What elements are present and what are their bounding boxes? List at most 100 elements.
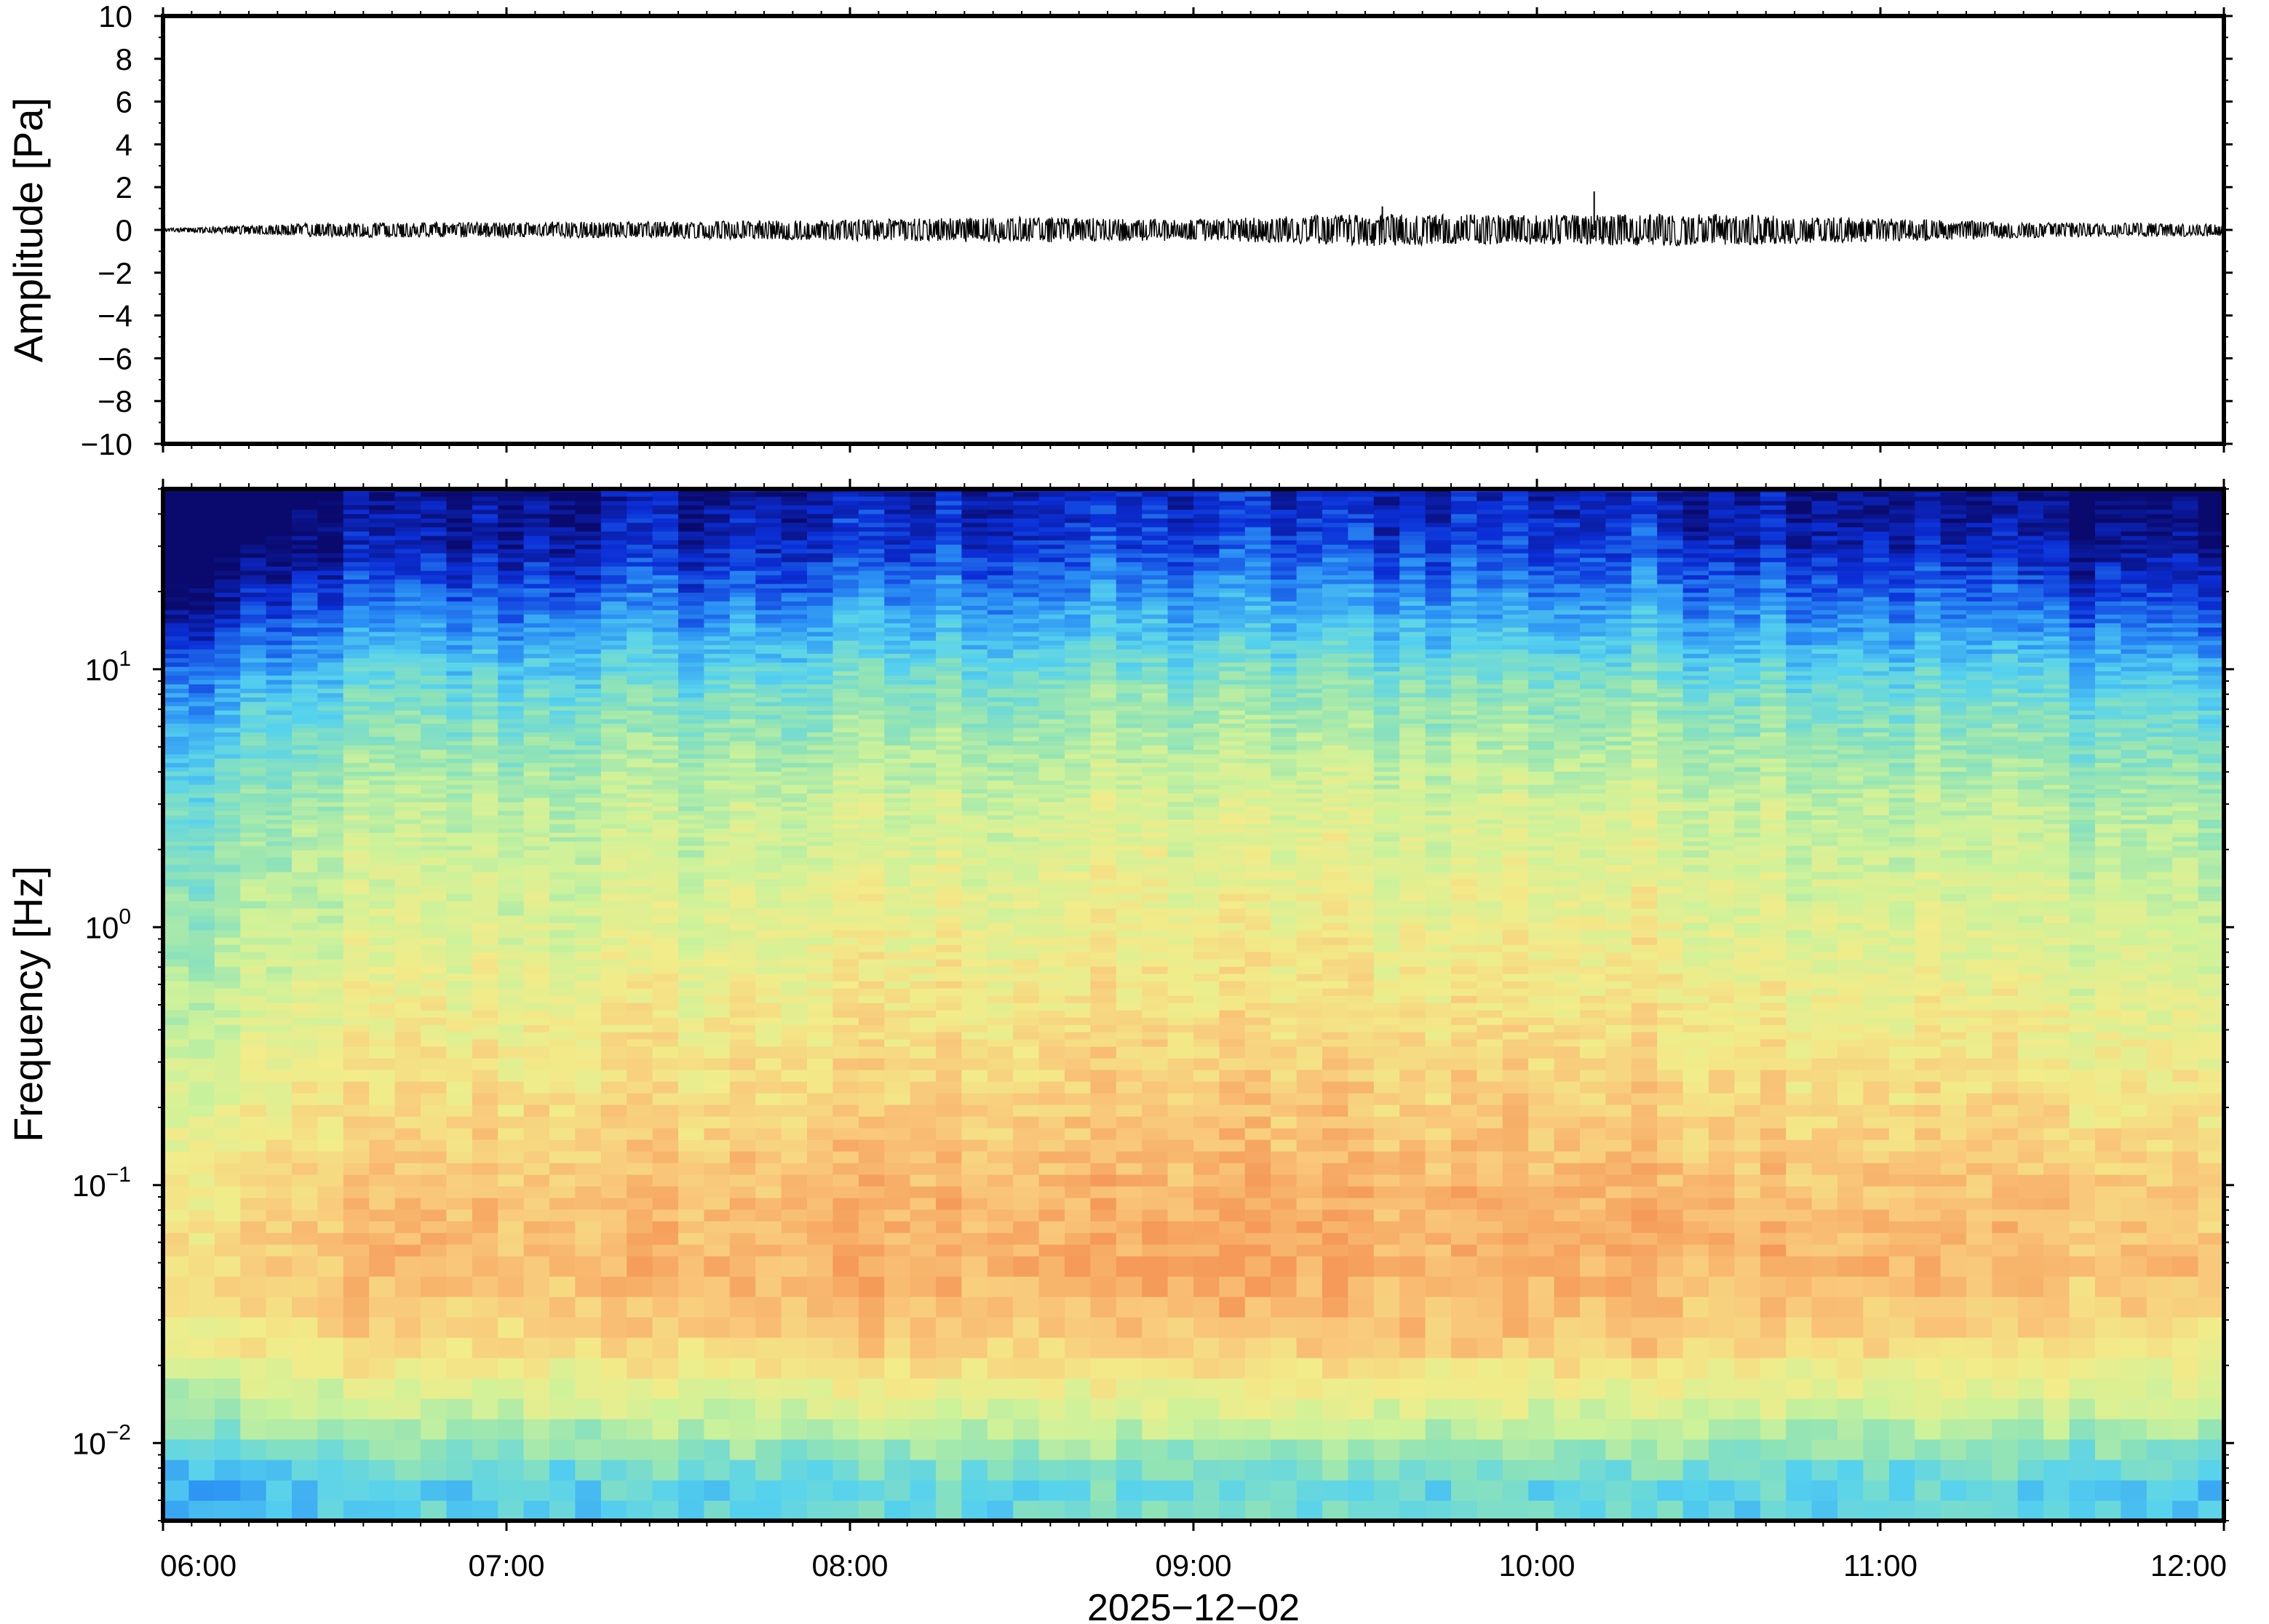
heatmap-cell	[704, 959, 731, 967]
heatmap-cell	[807, 1151, 833, 1163]
heatmap-cell	[704, 666, 731, 672]
heatmap-cell	[523, 784, 550, 789]
heatmap-cell	[317, 767, 344, 772]
heatmap-cell	[214, 1093, 241, 1105]
heatmap-cell	[729, 1039, 756, 1047]
heatmap-cell	[652, 995, 679, 1003]
heatmap-cell	[343, 893, 370, 901]
heatmap-cell	[523, 688, 550, 693]
heatmap-cell	[987, 505, 1014, 510]
heatmap-cell	[627, 1070, 653, 1082]
heatmap-cell	[600, 505, 627, 510]
heatmap-cell	[163, 1010, 189, 1018]
heatmap-cell	[729, 575, 756, 580]
heatmap-cell	[523, 666, 550, 672]
heatmap-cell	[807, 658, 833, 663]
heatmap-cell	[575, 1209, 602, 1222]
heatmap-cell	[188, 531, 215, 536]
heatmap-cell	[652, 653, 679, 658]
heatmap-cell	[833, 966, 859, 974]
heatmap-cell	[421, 671, 447, 676]
heatmap-cell	[781, 1046, 808, 1059]
heatmap-cell	[498, 570, 525, 576]
heatmap-cell	[472, 981, 498, 989]
heatmap-cell	[343, 605, 370, 610]
heatmap-cell	[627, 1500, 653, 1521]
heatmap-cell	[421, 815, 447, 820]
heatmap-cell	[214, 496, 241, 501]
heatmap-cell	[884, 1116, 911, 1129]
heatmap-cell	[729, 745, 756, 750]
heatmap-cell	[240, 636, 267, 641]
heatmap-cell	[369, 684, 396, 689]
heatmap-cell	[858, 923, 885, 931]
heatmap-cell	[807, 618, 833, 624]
heatmap-cell	[755, 728, 782, 733]
heatmap-cell	[394, 988, 421, 996]
heatmap-cell	[910, 732, 937, 737]
heatmap-cell	[807, 1297, 833, 1318]
heatmap-cell	[163, 680, 189, 685]
heatmap-cell	[807, 697, 833, 702]
heatmap-cell	[575, 540, 602, 545]
heatmap-cell	[214, 1439, 241, 1460]
heatmap-cell	[600, 886, 627, 894]
heatmap-cell	[652, 645, 679, 650]
heatmap-cell	[188, 749, 215, 755]
heatmap-cell	[188, 952, 215, 960]
heatmap-cell	[446, 1163, 473, 1175]
heatmap-cell	[575, 754, 602, 759]
heatmap-cell	[884, 771, 911, 776]
heatmap-cell	[652, 937, 679, 945]
heatmap-cell	[729, 496, 756, 501]
heatmap-cell	[704, 1480, 731, 1501]
heatmap-cell	[987, 566, 1014, 571]
heatmap-cell	[755, 828, 782, 833]
heatmap-cell	[292, 1151, 318, 1163]
heatmap-cell	[549, 1058, 576, 1070]
heatmap-cell	[472, 857, 498, 865]
heatmap-cell	[600, 575, 627, 580]
heatmap-cell	[292, 780, 318, 785]
heatmap-cell	[600, 959, 627, 967]
heatmap-cell	[678, 780, 704, 785]
heatmap-cell	[858, 693, 885, 698]
heatmap-cell	[446, 1419, 473, 1440]
heatmap-cell	[549, 531, 576, 536]
heatmap-cell	[163, 605, 189, 610]
heatmap-cell	[1013, 767, 1040, 772]
heatmap-cell	[421, 758, 447, 763]
heatmap-cell	[369, 776, 396, 781]
heatmap-cell	[498, 824, 525, 829]
heatmap-cell	[240, 732, 267, 737]
heatmap-cell	[678, 1039, 704, 1047]
heatmap-cell	[652, 1209, 679, 1222]
heatmap-cell	[652, 584, 679, 589]
heatmap-cell	[704, 492, 731, 497]
heatmap-cell	[266, 662, 293, 667]
heatmap-cell	[446, 684, 473, 689]
heatmap-cell	[704, 575, 731, 580]
heatmap-cell	[627, 618, 653, 624]
heatmap-cell	[343, 632, 370, 637]
heatmap-cell	[317, 806, 344, 811]
heatmap-cell	[394, 675, 421, 680]
heatmap-cell	[240, 937, 267, 945]
heatmap-cell	[833, 974, 859, 982]
heatmap-cell	[343, 1032, 370, 1040]
heatmap-cell	[575, 981, 602, 989]
heatmap-cell	[781, 627, 808, 632]
heatmap-cell	[704, 1039, 731, 1047]
heatmap-cell	[472, 610, 498, 615]
heatmap-cell	[472, 719, 498, 724]
heatmap-cell	[369, 872, 396, 880]
heatmap-cell	[961, 1003, 988, 1011]
heatmap-cell	[678, 1233, 704, 1245]
heatmap-cell	[987, 1233, 1014, 1245]
heatmap-cell	[421, 864, 447, 872]
heatmap-cell	[910, 531, 937, 536]
heatmap-cell	[523, 701, 550, 706]
heatmap-cell	[600, 610, 627, 615]
heatmap-cell	[266, 1046, 293, 1059]
heatmap-cell	[652, 658, 679, 663]
